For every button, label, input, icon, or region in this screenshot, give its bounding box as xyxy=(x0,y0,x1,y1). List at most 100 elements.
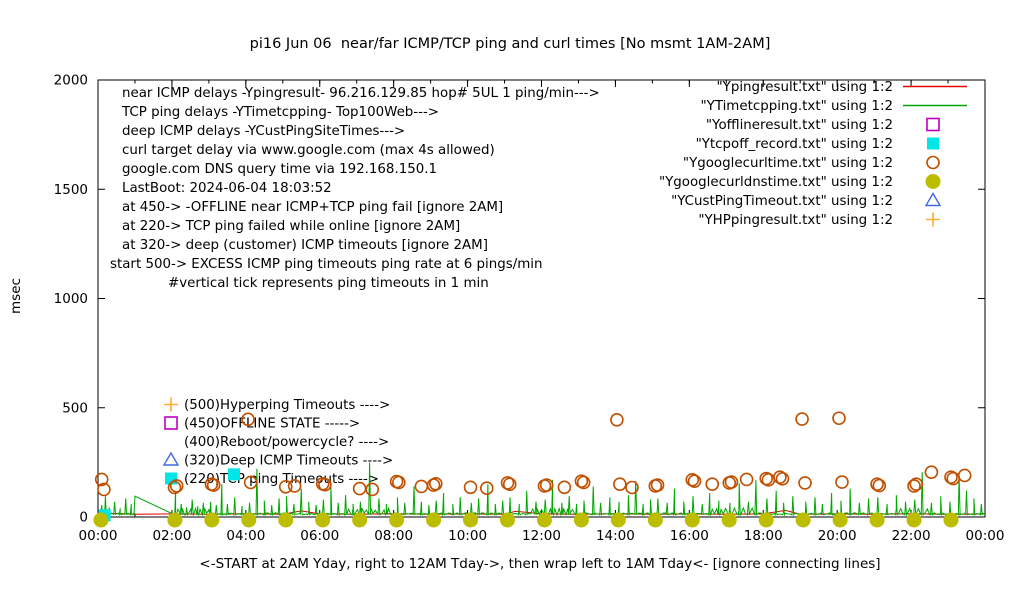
marker-circle-open xyxy=(926,155,940,170)
marker-circle-open xyxy=(278,480,293,494)
marker-circle-open xyxy=(287,479,302,493)
marker-circle-open xyxy=(576,475,591,490)
label-text: 06:00 xyxy=(300,528,339,544)
label-text: at 450-> -OFFLINE near ICMP+TCP ping fai… xyxy=(122,200,503,215)
label-text: deep ICMP delays -YCustPingSiteTimes---> xyxy=(122,124,405,139)
marker-circle-open xyxy=(574,474,589,488)
marker-circle-open xyxy=(687,474,702,488)
x-axis-label: <-START at 2AM Yday, right to 12AM Tday-… xyxy=(199,556,881,572)
marker-circle-filled xyxy=(684,512,700,528)
marker-circle-filled xyxy=(499,512,515,528)
label-text: "YCustPingTimeout.txt" using 1:2 xyxy=(671,194,893,209)
label-text: 20:00 xyxy=(818,528,857,544)
marker-circle-filled xyxy=(758,512,774,528)
marker-circle-filled xyxy=(610,512,626,528)
marker-circle-filled xyxy=(167,512,183,528)
label-text: 500 xyxy=(62,400,88,416)
label-text: LastBoot: 2024-06-04 18:03:52 xyxy=(122,181,332,196)
series-Ygooglecurldnstime xyxy=(93,512,959,528)
marker-circle-open xyxy=(835,475,849,489)
label-text: 14:00 xyxy=(596,528,635,544)
marker-circle-open xyxy=(705,477,720,492)
marker-circle-open xyxy=(613,477,627,492)
marker-square-filled xyxy=(927,137,939,150)
label-text: "Ytcpoff_record.txt" using 1:2 xyxy=(696,137,893,152)
label-text: "Ygooglecurltime.txt" using 1:2 xyxy=(683,156,893,171)
marker-circle-filled xyxy=(832,512,848,528)
label-text: 08:00 xyxy=(374,528,413,544)
marker-circle-open xyxy=(773,470,787,485)
marker-circle-filled xyxy=(647,512,663,528)
label-text: curl target delay via www.google.com (ma… xyxy=(122,143,495,158)
marker-circle-open xyxy=(167,480,182,495)
marker-circle-open xyxy=(957,468,972,483)
marker-circle-filled xyxy=(204,512,220,528)
label-text: 00:00 xyxy=(966,528,1005,544)
marker-circle-open xyxy=(428,476,443,491)
label-text: at 220-> TCP ping failed while online [i… xyxy=(122,219,460,234)
label-text: (450)OFFLINE STATE -----> xyxy=(184,417,360,432)
marker-square-open xyxy=(926,117,940,132)
marker-circle-open xyxy=(97,482,111,497)
label-text: 10:00 xyxy=(448,528,487,544)
marker-circle-filled xyxy=(721,512,737,528)
label-text: "YHPpingresult.txt" using 1:2 xyxy=(698,213,893,228)
marker-circle-open xyxy=(169,479,184,493)
inplot-callouts: (500)Hyperping Timeouts ----> (450)OFFLIN… xyxy=(162,397,393,487)
marker-circle-open xyxy=(724,475,739,489)
label-text: "Yofflineresult.txt" using 1:2 xyxy=(706,118,893,133)
marker-circle-open xyxy=(610,412,624,427)
marker-circle-open xyxy=(685,473,700,487)
marker-circle-open xyxy=(924,465,939,480)
label-text: google.com DNS query time via 192.168.15… xyxy=(122,162,437,177)
label-text: 2000 xyxy=(54,73,88,89)
marker-circle-filled xyxy=(869,512,885,528)
marker-circle-open xyxy=(739,472,754,487)
label-text: "YTimetcpping.txt" using 1:2 xyxy=(700,99,893,114)
marker-circle-filled xyxy=(795,512,811,528)
series-Ygooglecurltime xyxy=(94,411,972,497)
marker-circle-open xyxy=(480,481,494,495)
marker-circle-open xyxy=(94,472,109,487)
label-text: 12:00 xyxy=(522,528,561,544)
label-text: #vertical tick represents ping timeouts … xyxy=(168,276,489,291)
marker-circle-open xyxy=(500,476,515,490)
marker-square-open xyxy=(164,416,178,430)
marker-circle-filled xyxy=(573,512,589,528)
label-text: (320)Deep ICMP Timeouts ----> xyxy=(184,454,393,469)
marker-square-filled xyxy=(228,468,241,481)
marker-circle-filled xyxy=(93,512,109,528)
marker-circle-open xyxy=(241,412,255,427)
marker-circle-filled xyxy=(943,512,959,528)
marker-circle-filled xyxy=(315,512,331,528)
legend: "Ypingresult.txt" using 1:2 "YTimetcpping… xyxy=(659,80,967,228)
marker-circle-open xyxy=(870,477,884,492)
label-text: start 500-> EXCESS ICMP ping timeouts pi… xyxy=(110,257,542,272)
marker-circle-filled xyxy=(389,512,405,528)
marker-circle-filled xyxy=(278,512,294,528)
marker-circle-filled xyxy=(925,174,941,189)
label-text: 22:00 xyxy=(892,528,931,544)
marker-triangle-open xyxy=(162,451,180,466)
marker-circle-open xyxy=(775,471,790,486)
marker-circle-open xyxy=(463,480,478,495)
marker-circle-open xyxy=(502,477,517,492)
marker-circle-open xyxy=(365,482,380,497)
label-text: 0 xyxy=(79,510,88,526)
marker-circle-filled xyxy=(426,512,442,528)
marker-circle-open xyxy=(759,471,774,486)
marker-circle-open xyxy=(318,477,332,492)
label-text: near ICMP delays -Ypingresult- 96.216.12… xyxy=(122,86,600,101)
label-text: TCP ping delays -YTimetcpping- Top100Web… xyxy=(121,105,439,120)
marker-circle-filled xyxy=(536,512,552,528)
marker-circle-open xyxy=(909,477,924,492)
marker-plus xyxy=(164,397,178,412)
label-text: 1500 xyxy=(54,182,88,198)
label-text: at 320-> deep (customer) ICMP timeouts [… xyxy=(122,238,488,253)
label-text: 02:00 xyxy=(152,528,191,544)
marker-circle-open xyxy=(243,475,258,490)
marker-circle-open xyxy=(539,478,554,492)
marker-circle-open xyxy=(944,470,958,485)
label-text: "Ygooglecurldnstime.txt" using 1:2 xyxy=(659,175,893,190)
